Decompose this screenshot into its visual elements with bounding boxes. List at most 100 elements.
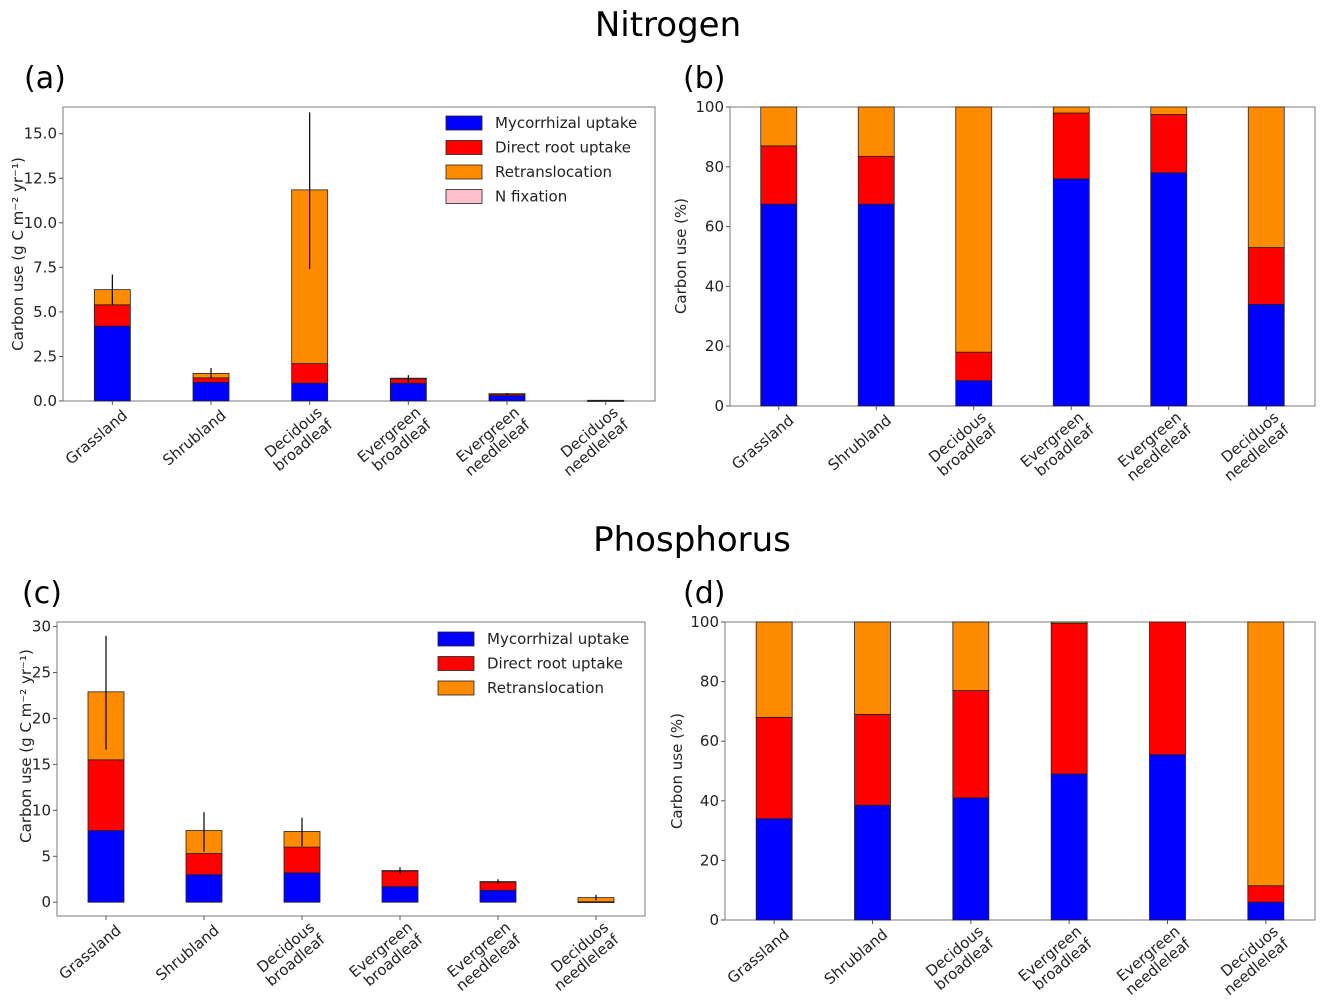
panel-label: (a)	[24, 61, 66, 96]
x-tick-label-line: Grassland	[62, 406, 131, 468]
y-tick-label: 2.5	[33, 347, 57, 365]
y-tick-label: 7.5	[33, 258, 57, 276]
legend-swatch	[437, 680, 475, 696]
y-tick-label: 0	[709, 911, 719, 929]
legend-label: Retranslocation	[487, 679, 604, 697]
x-tick-label-line: Grassland	[728, 411, 797, 473]
section-title-phosphorus: Phosphorus	[593, 520, 791, 560]
bar-segment	[1150, 172, 1188, 407]
bar-segment	[955, 106, 993, 353]
x-tick-label: Deciduosneedleleaf	[550, 403, 633, 480]
bar-segment	[1052, 112, 1090, 180]
y-tick-label: 20	[705, 337, 724, 355]
bar-segment	[192, 381, 230, 402]
bar-segment	[1052, 106, 1090, 114]
bar-segment	[854, 804, 891, 921]
y-tick-label: 40	[705, 277, 724, 295]
x-tick-label: Evergreenneedleleaf	[1112, 922, 1195, 999]
bar-segment	[1247, 901, 1285, 921]
x-tick-label: Evergreenneedleleaf	[442, 918, 525, 995]
y-tick-label: 30	[32, 618, 51, 636]
y-tick-label: 15	[32, 755, 51, 773]
bar-segment	[1247, 621, 1285, 887]
y-tick-label: 0	[714, 397, 724, 415]
panel-label: (d)	[683, 576, 725, 611]
bar-segment	[479, 889, 517, 903]
bar-segment	[952, 621, 990, 691]
axes-frame	[56, 621, 646, 917]
y-tick-label: 100	[695, 98, 724, 116]
bar-segment	[389, 382, 427, 402]
bar-segment	[854, 621, 891, 715]
x-tick-label: Decidousbroadleaf	[260, 403, 337, 475]
y-tick-label: 80	[705, 158, 724, 176]
x-tick-label: Deciduosneedleleaf	[540, 918, 623, 995]
x-tick-label: Decidousbroadleaf	[924, 408, 1001, 480]
y-tick-label: 60	[705, 218, 724, 236]
x-tick-label-line: Shrubland	[159, 406, 229, 469]
legend-label: Direct root uptake	[495, 139, 631, 157]
bar-segment	[291, 382, 329, 402]
bar-segment	[1247, 885, 1285, 903]
y-tick-label: 40	[700, 792, 719, 810]
legend-swatch	[445, 164, 483, 180]
x-tick-label: Shrubland	[825, 411, 895, 474]
bar-segment	[755, 716, 793, 820]
legend-swatch	[437, 656, 475, 671]
x-tick-label: Grassland	[728, 411, 797, 473]
bar-segment	[192, 377, 230, 383]
y-tick-label: 15.0	[24, 125, 57, 143]
x-tick-label: Evergreenbroadleaf	[346, 918, 427, 994]
bar-segment	[1149, 754, 1186, 921]
axes-frame	[729, 106, 1316, 407]
x-tick-label: Evergreenneedleleaf	[451, 403, 534, 480]
chart-panel-3: (d) 0 20 40 60 80 100 Carbon use (%) Grassland Sh…	[668, 576, 1316, 999]
bar-segment	[93, 304, 131, 327]
legend: Mycorrhizal uptake Direct root uptake Retr…	[445, 114, 637, 206]
y-tick-label: 5.0	[33, 303, 57, 321]
y-tick-label: 10.0	[24, 214, 57, 232]
y-tick-label: 20	[700, 851, 719, 869]
x-tick-label-line: Shrubland	[825, 411, 895, 474]
axes-frame	[724, 621, 1316, 921]
chart-panel-0: (a) 0.0 2.5 5.0 7.5 10.0 12.5 15.0 Carbon use (g…	[9, 61, 656, 480]
x-tick-label: Evergreenbroadleaf	[354, 403, 435, 479]
legend-label: Direct root uptake	[487, 655, 623, 673]
y-axis-label: Carbon use (%)	[668, 713, 686, 829]
x-tick-label: Shrubland	[159, 406, 229, 469]
x-tick-label: Deciduosneedleleaf	[1210, 922, 1293, 999]
bar-segment	[291, 363, 329, 384]
bar-segment	[381, 886, 419, 903]
legend-swatch	[445, 189, 483, 204]
bar-segment	[87, 759, 125, 831]
y-tick-label: 5	[41, 847, 51, 865]
legend-swatch	[445, 115, 483, 131]
bar-segment	[1050, 623, 1088, 775]
bar-segment	[760, 145, 798, 205]
bar-segment	[952, 797, 990, 921]
x-tick-label: Decidousbroadleaf	[921, 922, 998, 994]
legend: Mycorrhizal uptake Direct root uptake Retr…	[437, 630, 629, 697]
legend-swatch	[445, 140, 483, 155]
bar-segment	[857, 106, 895, 157]
x-tick-label: Decidousbroadleaf	[252, 918, 329, 990]
y-tick-label: 100	[690, 613, 719, 631]
bar-segment	[760, 106, 798, 147]
x-tick-label: Deciduosneedleleaf	[1210, 408, 1293, 485]
legend-swatch	[437, 631, 475, 647]
bar-segment	[857, 155, 895, 205]
bar-segment	[952, 690, 990, 799]
y-tick-label: 60	[700, 732, 719, 750]
x-tick-label: Grassland	[724, 925, 793, 987]
y-tick-label: 80	[700, 673, 719, 691]
bar-segment	[1050, 621, 1088, 624]
bar-segment	[857, 203, 895, 407]
bar-segment	[755, 621, 793, 718]
bar-segment	[185, 853, 223, 876]
bar-segment	[955, 380, 993, 407]
x-tick-label: Grassland	[56, 921, 125, 983]
bar-segment	[488, 395, 526, 402]
bar-segment	[1247, 247, 1285, 305]
bar-segment	[1247, 106, 1285, 248]
